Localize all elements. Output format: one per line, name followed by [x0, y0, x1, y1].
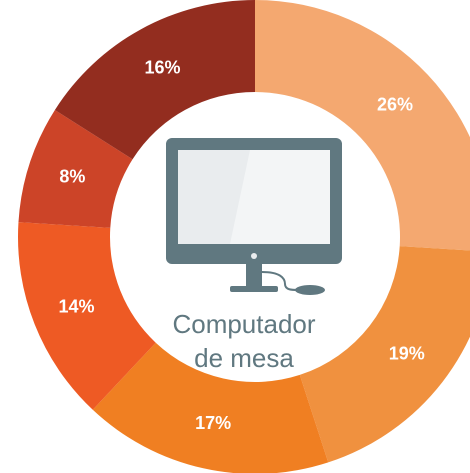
data-label: 26% — [377, 94, 413, 114]
donut: 26% 19% 17% 14% 8% 16% — [18, 0, 470, 473]
data-label: 14% — [58, 296, 94, 316]
data-label: 16% — [144, 57, 180, 77]
donut-segment — [18, 222, 156, 410]
center-label: Computador — [172, 309, 315, 339]
donut-segment — [255, 0, 470, 251]
donut-segment — [92, 342, 329, 473]
mouse-cable — [261, 271, 299, 291]
donut-segment — [54, 0, 255, 160]
donut-segment — [18, 110, 133, 228]
monitor-base — [230, 286, 278, 292]
monitor-icon — [166, 138, 342, 295]
monitor-neck — [246, 264, 262, 286]
power-dot — [251, 253, 257, 259]
donut-segment — [299, 246, 470, 463]
data-label: 19% — [389, 343, 425, 363]
center-label: de mesa — [194, 343, 294, 373]
data-label: 17% — [195, 413, 231, 433]
mouse — [295, 285, 325, 295]
data-label: 8% — [59, 166, 85, 186]
screen-glare — [230, 150, 330, 244]
